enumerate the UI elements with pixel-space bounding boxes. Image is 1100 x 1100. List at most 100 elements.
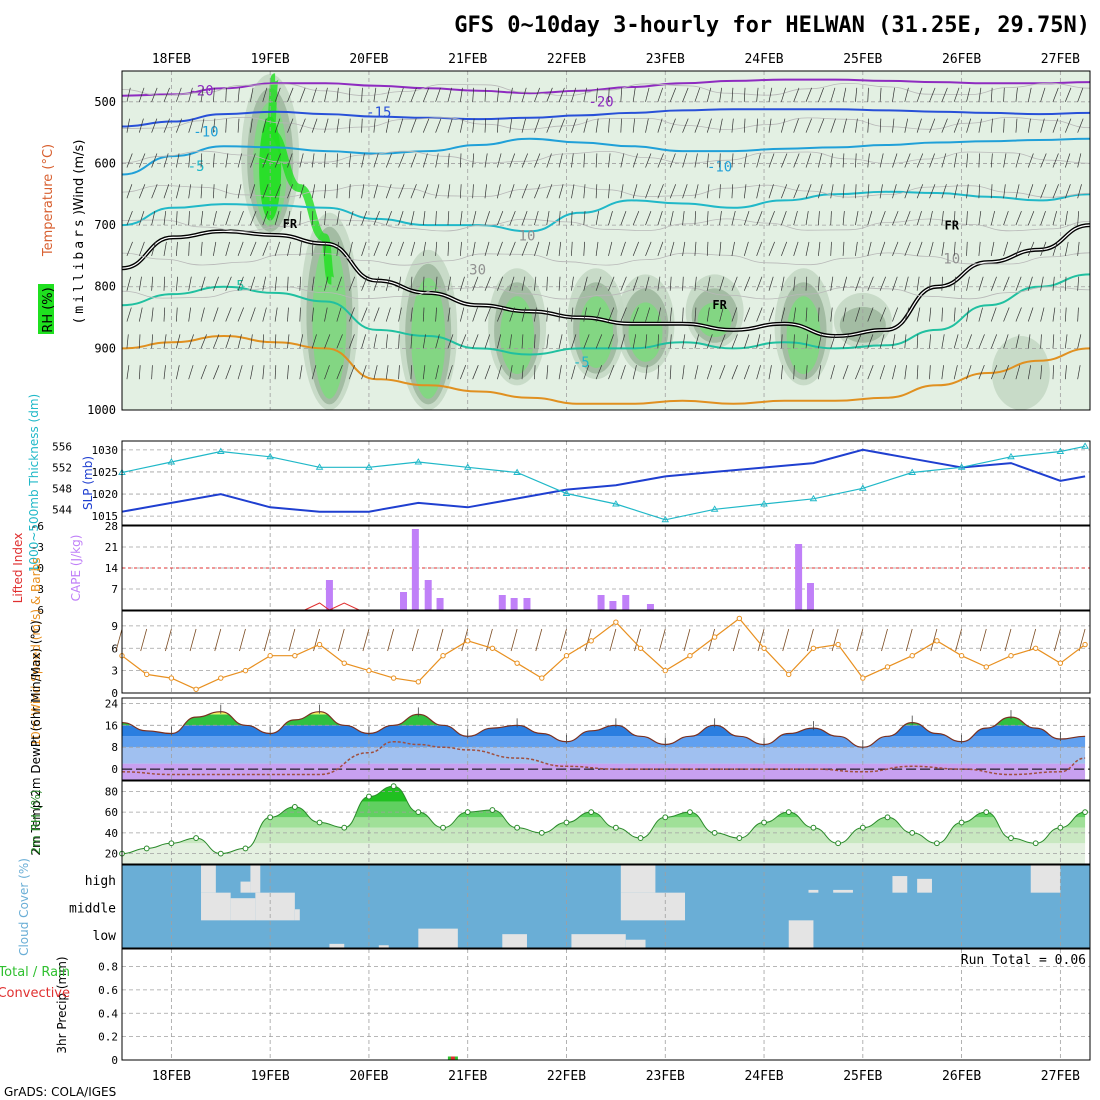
wind-barb <box>225 87 227 102</box>
wind-barb <box>546 211 550 226</box>
wind-barb <box>299 365 303 380</box>
wind-barb <box>324 241 326 256</box>
wind-barb <box>287 87 294 102</box>
wind-barb <box>768 118 772 133</box>
surface-wind-barb <box>757 628 765 652</box>
precip-legend-total: Total / Rain <box>0 965 70 980</box>
wind-barb <box>1015 334 1020 349</box>
wind-barb <box>818 118 825 133</box>
wind-barb <box>781 153 788 168</box>
surface-wind-barb <box>881 628 888 652</box>
wind-barb <box>990 334 998 349</box>
wind-barb <box>719 153 721 168</box>
wind-barb <box>348 210 354 226</box>
wind-barb <box>694 241 697 256</box>
wind-barb <box>447 184 451 199</box>
cape-tick-label: 7 <box>111 583 118 596</box>
wind-barb <box>163 87 170 102</box>
wind-barb <box>213 211 217 226</box>
wind-barb <box>558 118 565 133</box>
wind-barb <box>299 334 304 349</box>
wind-barb <box>472 118 475 133</box>
wind-barb <box>756 307 763 322</box>
wind-barb <box>373 334 377 349</box>
wind-barb <box>546 307 549 322</box>
date-label-top: 20FEB <box>349 52 388 67</box>
wind-barb <box>743 334 750 349</box>
date-label-bottom: 27FEB <box>1041 1069 1080 1084</box>
wind-barb <box>509 276 515 291</box>
wind-speed-marker <box>341 660 347 666</box>
wind-barb <box>608 365 615 380</box>
wind-barb <box>1027 334 1031 349</box>
wind-barb <box>966 334 972 349</box>
wind-barb <box>435 184 440 199</box>
wind-barb <box>534 276 537 291</box>
wind-barb <box>953 365 958 380</box>
rh2m-marker <box>1082 809 1088 816</box>
contour-label: -5 <box>188 159 205 175</box>
wind-barb <box>138 118 144 133</box>
contour-label: -5 <box>573 355 590 371</box>
wind-barb <box>1003 365 1009 380</box>
cape-bar <box>411 529 419 610</box>
wind-barb <box>941 365 944 380</box>
wind-barb <box>719 118 723 133</box>
wind-barb <box>743 153 747 168</box>
wind-barb <box>546 118 553 133</box>
rh2m-band <box>122 843 1086 864</box>
wind-barb <box>904 118 909 133</box>
li-tick-label: 3 <box>37 583 44 596</box>
cloud-block <box>788 920 814 948</box>
wind-barb <box>669 276 672 291</box>
wind-barb <box>1040 210 1046 226</box>
wind-barb <box>459 241 462 256</box>
wind-barb <box>1015 307 1022 322</box>
wind-speed-marker <box>884 664 891 670</box>
wind-barb <box>706 241 709 256</box>
contour-label: 30 <box>469 262 486 278</box>
wind-barb <box>410 153 417 168</box>
wind-barb <box>780 365 783 380</box>
wind-speed-marker <box>193 686 199 692</box>
wind-barb <box>1015 118 1018 133</box>
wind-barb <box>287 184 294 199</box>
wind-barb <box>509 210 516 226</box>
wind-barb <box>756 365 761 380</box>
wind-barb <box>1040 153 1047 168</box>
wind-barb <box>953 87 960 102</box>
wind-barb <box>780 276 785 291</box>
wind-barb <box>274 210 280 226</box>
surface-wind-barb <box>634 628 641 652</box>
wind-barb <box>385 184 392 199</box>
cloud-block <box>250 865 261 893</box>
wind-barb <box>361 184 365 199</box>
wind-barb <box>645 118 649 133</box>
wind-speed-marker <box>267 653 273 659</box>
wind-barb <box>151 87 158 102</box>
wind-barb <box>978 153 980 168</box>
slp-frame <box>121 440 1091 526</box>
wind-barb <box>830 241 832 256</box>
wind-barb <box>793 307 797 322</box>
rh2m-marker <box>291 804 298 810</box>
wind-barb <box>213 153 215 168</box>
wind-barb <box>1015 276 1022 291</box>
wind-barb <box>410 87 417 102</box>
wind-barb <box>916 334 919 349</box>
wind-barb <box>694 153 698 168</box>
run-total-label: Run Total = 0.06 <box>961 953 1086 968</box>
rh-shading <box>312 240 347 399</box>
rh2m-marker <box>785 809 792 816</box>
wind-barb <box>188 307 191 322</box>
wind-barb <box>509 334 512 349</box>
wind-barb <box>620 87 623 102</box>
wind-barb <box>1052 211 1057 226</box>
wind-barb <box>669 241 675 257</box>
slp-axis-title: SLP (mb) <box>81 456 95 510</box>
wind-barb <box>324 276 329 291</box>
wind-barb <box>348 184 351 199</box>
wind-barb <box>929 365 931 380</box>
wind-barb <box>126 153 133 168</box>
surface-wind-barb <box>214 628 222 652</box>
